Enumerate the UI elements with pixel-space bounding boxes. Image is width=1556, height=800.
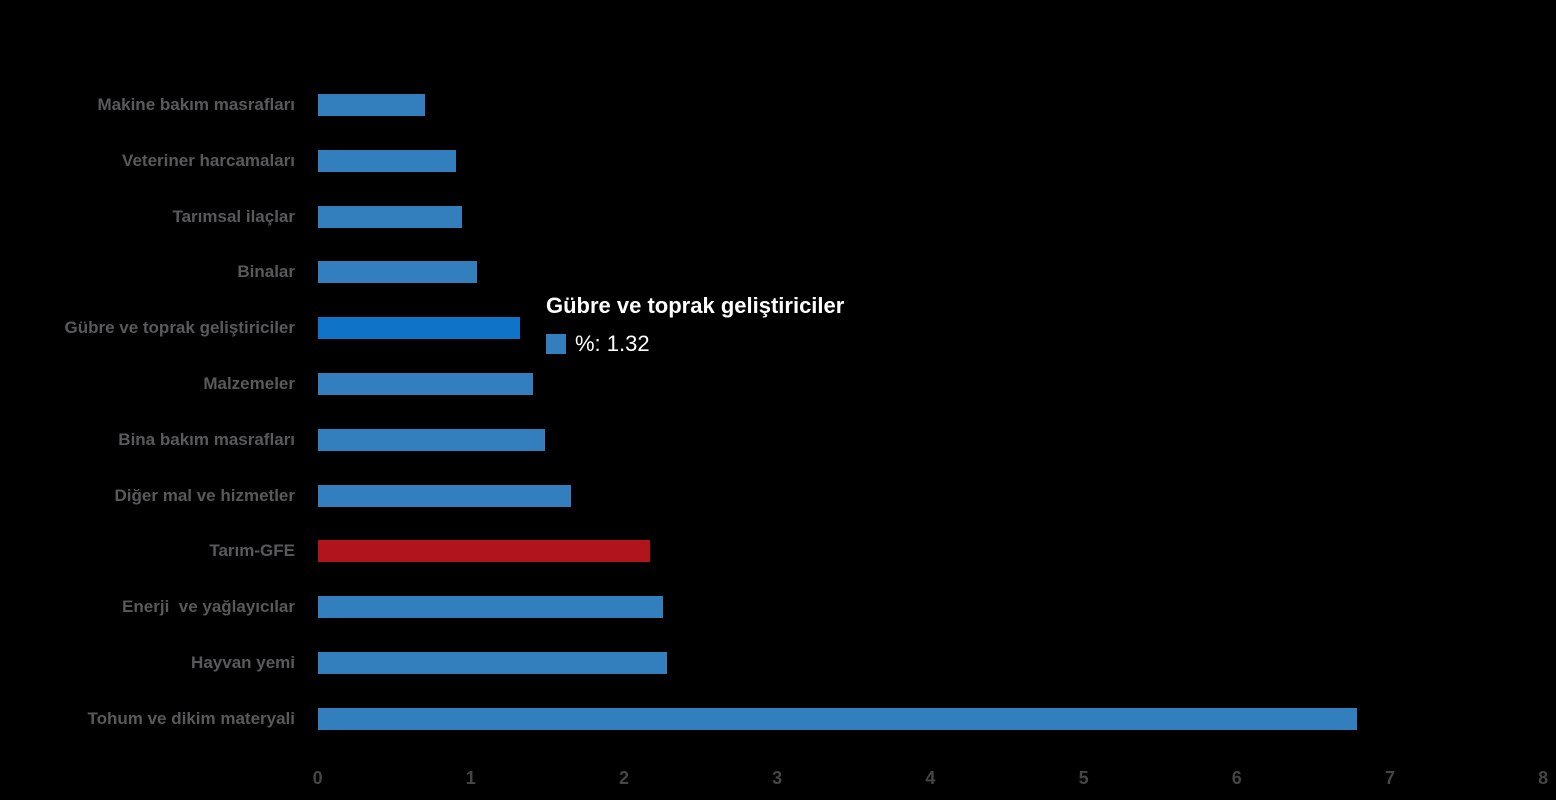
category-label: Bina bakım masrafları	[118, 429, 295, 449]
chart-bar[interactable]	[318, 373, 533, 395]
category-label: Diğer mal ve hizmetler	[114, 485, 295, 505]
chart-bar[interactable]	[318, 205, 462, 228]
chart-bar[interactable]	[318, 94, 426, 116]
category-label: Veteriner harcamaları	[122, 150, 295, 170]
category-label: Tarım-GFE	[209, 541, 295, 561]
chart-bar[interactable]	[318, 596, 663, 619]
category-label: Tohum ve dikim materyali	[87, 708, 295, 728]
category-label: Hayvan yemi	[191, 653, 295, 672]
x-axis-tick-label: 1	[465, 768, 476, 788]
chart-bar-accent[interactable]	[318, 540, 651, 563]
category-label: Binalar	[237, 262, 295, 282]
category-label: Tarımsal ilaçlar	[172, 206, 295, 226]
chart-bar[interactable]	[318, 428, 545, 451]
x-axis-tick-label: 2	[618, 768, 629, 788]
chart-bar[interactable]	[318, 261, 478, 284]
series-swatch-icon	[546, 334, 566, 354]
chart-bar[interactable]	[318, 149, 456, 172]
x-axis-tick-label: 0	[312, 768, 323, 788]
x-axis-tick-label: 6	[1231, 768, 1242, 788]
tooltip-title: Gübre ve toprak geliştiriciler	[546, 293, 845, 318]
chart-bar-hovered[interactable]	[318, 317, 521, 340]
x-axis-tick-label: 4	[925, 768, 936, 788]
tooltip-series-row: %: 1.32	[546, 331, 844, 357]
x-axis-tick-label: 8	[1538, 768, 1549, 788]
x-axis-tick-label: 7	[1384, 768, 1395, 788]
tooltip: Gübre ve toprak geliştiriciler %: 1.32	[546, 293, 844, 357]
category-label: Makine bakım masrafları	[97, 95, 295, 114]
chart-bar[interactable]	[318, 484, 571, 507]
chart-bar[interactable]	[318, 652, 668, 674]
x-axis-tick-label: 5	[1078, 768, 1089, 788]
category-label: Malzemeler	[203, 374, 295, 393]
category-label: Gübre ve toprak geliştiriciler	[64, 318, 295, 338]
x-axis-tick-label: 3	[772, 768, 783, 788]
chart-bar[interactable]	[318, 707, 1357, 730]
category-label: Enerji ve yağlayıcılar	[122, 597, 295, 617]
tooltip-value: %: 1.32	[575, 331, 650, 356]
